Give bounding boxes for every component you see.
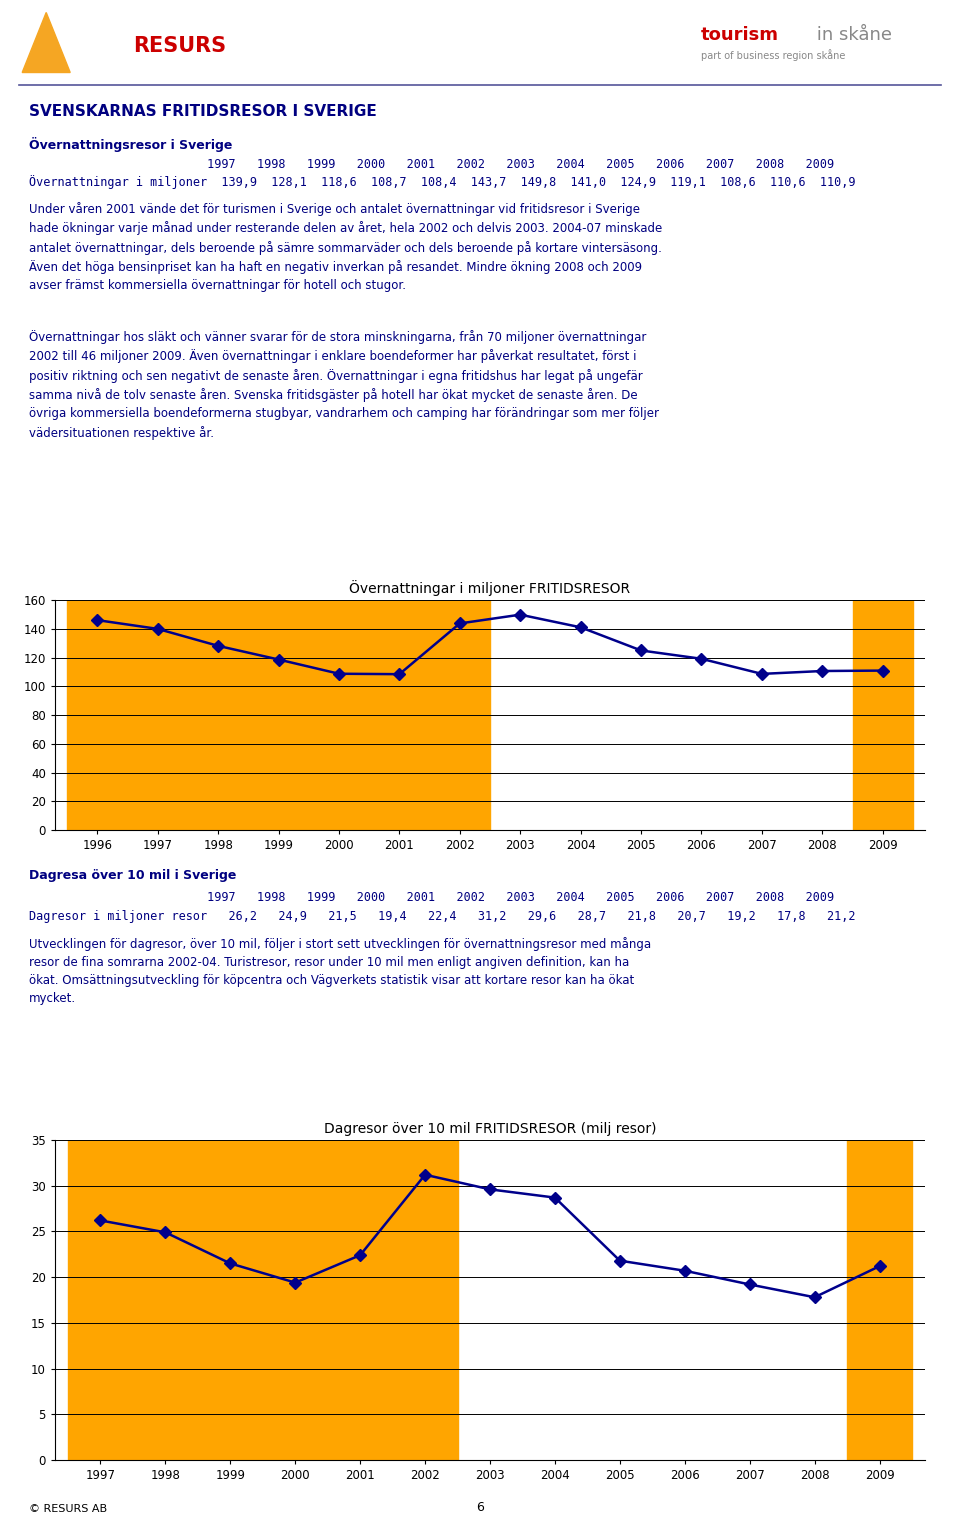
Text: in skåne: in skåne [811,26,892,44]
Text: Övernattningar i miljoner  139,9  128,1  118,6  108,7  108,4  143,7  149,8  141,: Övernattningar i miljoner 139,9 128,1 11… [29,175,855,189]
Text: 1997   1998   1999   2000   2001   2002   2003   2004   2005   2006   2007   200: 1997 1998 1999 2000 2001 2002 2003 2004 … [29,159,834,171]
Bar [852,600,913,830]
Text: 1997   1998   1999   2000   2001   2002   2003   2004   2005   2006   2007   200: 1997 1998 1999 2000 2001 2002 2003 2004 … [29,891,834,905]
Text: Övernattningar hos släkt och vänner svarar för de stora minskningarna, från 70 m: Övernattningar hos släkt och vänner svar… [29,330,659,439]
Text: tourism: tourism [701,26,779,44]
Text: Dagresa över 10 mil i Sverige: Dagresa över 10 mil i Sverige [29,868,236,882]
Text: SVENSKARNAS FRITIDSRESOR I SVERIGE: SVENSKARNAS FRITIDSRESOR I SVERIGE [29,104,376,119]
Bar [847,1140,912,1460]
Polygon shape [22,12,70,73]
Text: RESURS: RESURS [133,37,227,56]
Title: Övernattningar i miljoner FRITIDSRESOR: Övernattningar i miljoner FRITIDSRESOR [349,580,631,597]
Title: Dagresor över 10 mil FRITIDSRESOR (milj resor): Dagresor över 10 mil FRITIDSRESOR (milj … [324,1122,657,1135]
Text: Utvecklingen för dagresor, över 10 mil, följer i stort sett utvecklingen för öve: Utvecklingen för dagresor, över 10 mil, … [29,937,651,1006]
Text: Dagresor i miljoner resor   26,2   24,9   21,5   19,4   22,4   31,2   29,6   28,: Dagresor i miljoner resor 26,2 24,9 21,5… [29,909,855,923]
Text: 6: 6 [476,1502,484,1514]
Bar [68,1140,458,1460]
Text: Övernattningsresor i Sverige: Övernattningsresor i Sverige [29,137,232,153]
Text: Under våren 2001 vände det för turismen i Sverige och antalet övernattningar vid: Under våren 2001 vände det för turismen … [29,201,662,293]
Text: part of business region skåne: part of business region skåne [701,49,845,61]
Bar [67,600,490,830]
Text: © RESURS AB: © RESURS AB [29,1505,107,1514]
